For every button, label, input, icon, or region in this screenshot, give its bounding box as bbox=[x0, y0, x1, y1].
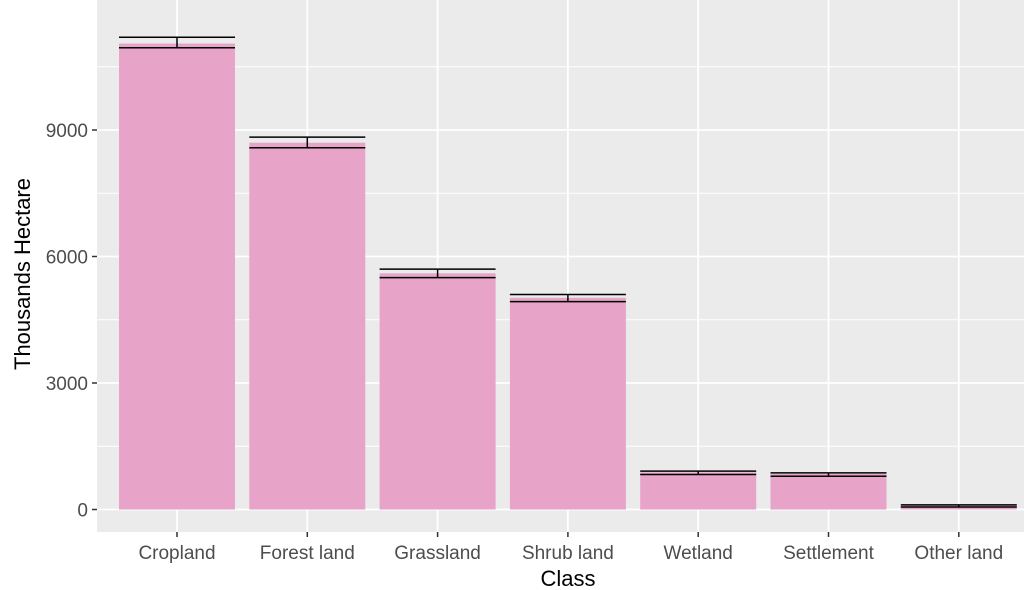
bars bbox=[119, 43, 1017, 510]
error-bars bbox=[119, 36, 1017, 508]
y-axis: 0 3000 6000 9000 bbox=[46, 121, 97, 522]
x-axis: Cropland Forest land Grassland Shrub land We… bbox=[138, 532, 1003, 564]
bar bbox=[249, 142, 366, 510]
x-tick-label: Wetland bbox=[664, 543, 733, 564]
y-axis-title: Thousands Hectare bbox=[10, 178, 35, 370]
bar bbox=[770, 474, 887, 510]
bar bbox=[379, 273, 496, 510]
y-tick-label: 3000 bbox=[46, 374, 88, 395]
y-tick-label: 9000 bbox=[46, 121, 88, 142]
x-tick-label: Shrub land bbox=[522, 543, 614, 564]
x-tick-label: Grassland bbox=[394, 543, 481, 564]
x-axis-title: Class bbox=[540, 566, 595, 590]
x-tick-label: Settlement bbox=[783, 543, 875, 564]
bar bbox=[119, 43, 235, 510]
bar bbox=[509, 297, 626, 510]
x-tick-label: Cropland bbox=[138, 543, 215, 564]
y-tick-label: 6000 bbox=[46, 248, 88, 269]
x-tick-label: Other land bbox=[914, 543, 1003, 564]
bar bbox=[640, 472, 757, 510]
x-tick-label: Forest land bbox=[260, 543, 355, 564]
y-tick-label: 0 bbox=[77, 501, 88, 522]
